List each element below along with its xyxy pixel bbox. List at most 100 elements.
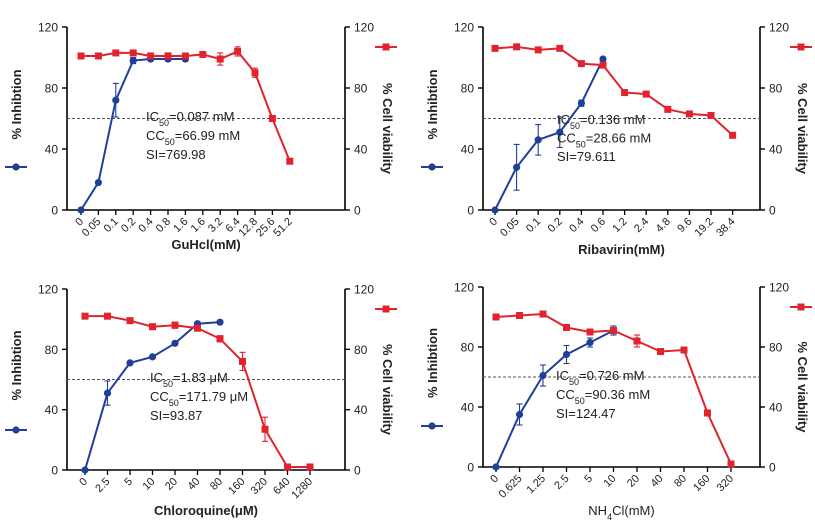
x-axis-label: GuHcl(mM) [171,237,240,252]
left-y-tick-label: 80 [45,82,59,96]
right-y-axis-label: % Cell viability [795,341,810,433]
x-tick-label: 0.1 [102,216,121,235]
viability-point [586,328,594,336]
left-y-axis-label: % Inhibtion [9,330,24,400]
inhibition-point [491,206,499,214]
x-tick-label: 2.5 [552,473,571,492]
viability-legend-marker [797,303,805,311]
inhibition-point [77,206,85,214]
viability-point [171,321,179,329]
inhibition-point [171,339,179,347]
viability-point [112,49,120,57]
inhibition-point [539,371,547,380]
x-tick-label: 2.4 [632,216,651,235]
x-axis-label: Ribavirin(mM) [578,242,665,257]
viability-point [621,89,629,97]
x-tick-label: 40 [648,473,665,490]
right-y-tick-label: 40 [769,401,783,415]
left-y-tick-label: 0 [51,464,58,478]
x-tick-label: 1.6 [171,216,190,235]
viability-point [216,55,224,63]
right-y-tick-label: 40 [354,403,368,417]
viability-legend-marker [382,43,390,51]
viability-point [306,463,314,471]
x-tick-label: 38.4 [714,216,738,240]
inhibition-point [556,128,564,136]
viability-point [577,60,585,68]
inhibition-point [492,463,500,471]
inhibition-point [129,56,137,65]
x-tick-label: 1.2 [610,216,629,235]
inhibition-legend-marker [428,163,436,171]
right-y-tick-label: 80 [769,82,783,96]
x-tick-label: 19.2 [692,216,716,240]
viability-point [727,460,735,468]
viability-point [129,49,137,57]
viability-point [216,335,224,343]
left-y-tick-label: 0 [51,204,58,218]
annotation-text: IC50=0.136 mM [557,112,645,131]
left-y-tick-label: 40 [461,143,475,157]
viability-point [164,52,172,60]
left-y-tick-label: 40 [45,403,59,417]
x-tick-label: 4.8 [654,216,673,235]
annotation-text: CC50=28.66 mM [557,131,651,150]
inhibition-point [515,410,524,419]
viability-line [494,45,734,137]
x-tick-label: 0 [77,476,90,489]
viability-point [94,52,102,60]
viability-point [685,110,693,118]
x-tick-label: 20 [625,473,642,490]
x-tick-label: 5 [122,476,135,489]
left-y-tick-label: 80 [461,82,475,96]
right-y-axis-label: % Cell viability [380,83,395,175]
right-y-axis-label: % Cell viability [380,344,395,436]
inhibition-line [494,58,604,211]
viability-point [77,52,85,60]
viability-point [680,346,688,354]
annotation-text: IC50=0.087 mM [146,109,234,128]
right-y-tick-label: 0 [769,204,776,218]
annotation-text: CC50=171.79 μM [150,389,248,408]
inhibition-point [103,389,112,397]
annotation-text: CC50=66.99 mM [146,128,240,147]
viability-point [194,324,201,332]
viability-point [642,90,650,98]
left-y-tick-label: 80 [45,343,59,357]
x-tick-label: 0.4 [567,216,586,235]
right-y-tick-label: 80 [354,82,368,96]
x-tick-label: 80 [208,476,225,493]
x-tick-label: 10 [601,473,618,490]
viability-point [563,324,570,331]
right-y-tick-label: 80 [769,341,783,355]
inhibition-point [599,55,607,63]
left-y-tick-label: 80 [461,341,475,355]
right-y-tick-label: 40 [354,143,368,157]
x-axis-label: NH4Cl(mM) [588,503,654,522]
inhibition-point [94,178,102,187]
viability-point [707,111,715,119]
inhibition-point [586,338,594,347]
viability-point [492,313,500,321]
viability-line [81,50,291,162]
viability-point [729,131,737,139]
left-y-axis-label: % Inhibtion [9,69,24,139]
viability-point [286,157,294,165]
x-tick-label: 0 [488,473,501,486]
left-y-tick-label: 40 [45,143,59,157]
x-tick-label: 0.4 [136,216,155,235]
inhibition-point [562,350,571,359]
right-y-tick-label: 0 [354,204,361,218]
x-tick-label: 0.05 [80,216,104,240]
inhibition-point [81,466,89,474]
left-y-axis-label: % Inhibtion [425,328,440,398]
x-tick-label: 5 [582,473,595,486]
right-y-tick-label: 40 [769,143,783,157]
x-tick-label: 3.2 [206,216,225,235]
inhibition-legend-marker [12,426,20,434]
x-tick-label: 80 [672,473,689,490]
